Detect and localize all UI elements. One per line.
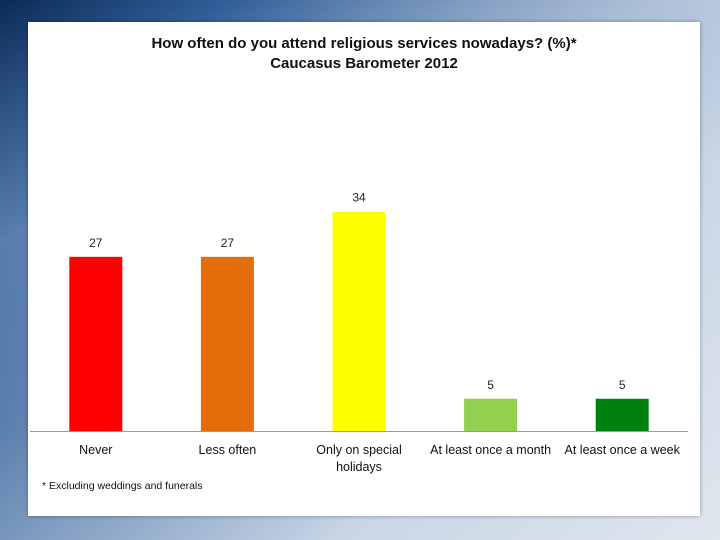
bar-1	[69, 256, 123, 431]
bar-5	[595, 398, 649, 431]
category-label-1: Never	[79, 443, 112, 457]
bar-4	[464, 398, 518, 431]
bar-3	[332, 211, 386, 431]
value-label-2: 27	[221, 236, 235, 250]
bar-2	[200, 256, 254, 431]
chart-title: How often do you attend religious servic…	[151, 35, 576, 52]
chart-subtitle: Caucasus Barometer 2012	[270, 55, 458, 72]
category-label-2: Less often	[199, 443, 257, 457]
chart-panel: How often do you attend religious servic…	[28, 22, 700, 516]
value-label-1: 27	[89, 236, 103, 250]
category-label-3-line-2: holidays	[336, 460, 382, 474]
value-label-5: 5	[619, 378, 626, 392]
value-label-3: 34	[352, 191, 366, 205]
chart-footnote: * Excluding weddings and funerals	[42, 480, 203, 492]
value-label-4: 5	[487, 378, 494, 392]
category-label-5: At least once a week	[565, 443, 681, 457]
category-label-3-line-1: Only on special	[316, 443, 401, 457]
bar-chart: How often do you attend religious servic…	[30, 35, 688, 492]
category-label-4: At least once a month	[430, 443, 551, 457]
